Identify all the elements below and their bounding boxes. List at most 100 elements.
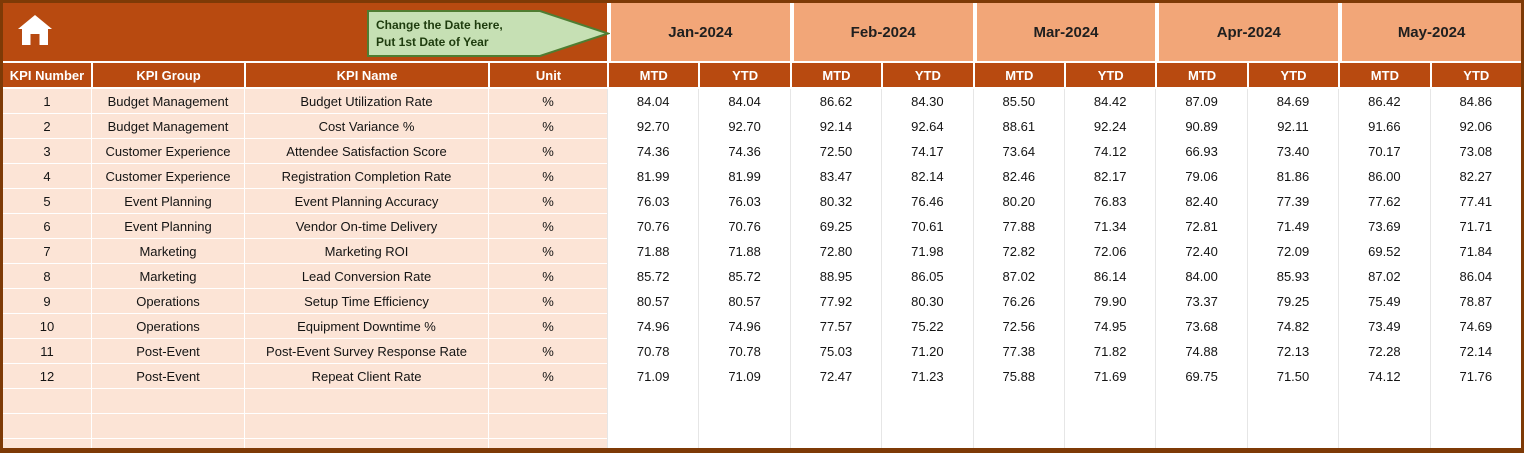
ytd-value-cell[interactable]: 74.17	[881, 139, 973, 164]
mtd-value-cell[interactable]: 75.03	[789, 339, 882, 364]
kpi-group-cell[interactable]: Post-Event	[91, 339, 244, 364]
ytd-value-cell[interactable]: 73.08	[1429, 139, 1521, 164]
mtd-value-cell[interactable]	[1338, 439, 1430, 448]
mtd-value-cell[interactable]: 69.75	[1155, 364, 1247, 389]
kpi-number-cell[interactable]: 4	[3, 164, 91, 189]
kpi-number-cell[interactable]: 1	[3, 89, 91, 114]
mtd-value-cell[interactable]: 73.37	[1155, 289, 1247, 314]
ytd-value-cell[interactable]: 71.71	[1429, 214, 1521, 239]
ytd-value-cell[interactable]: 72.14	[1429, 339, 1521, 364]
kpi-group-cell[interactable]: Event Planning	[91, 214, 244, 239]
mtd-value-cell[interactable]	[607, 439, 699, 448]
mtd-value-cell[interactable]: 91.66	[1338, 114, 1430, 139]
mtd-value-cell[interactable]: 77.62	[1338, 189, 1430, 214]
kpi-group-cell[interactable]: Budget Management	[91, 89, 244, 114]
ytd-value-cell[interactable]: 72.09	[1246, 239, 1339, 264]
unit-cell[interactable]	[488, 414, 607, 439]
unit-cell[interactable]: %	[488, 364, 607, 389]
unit-cell[interactable]: %	[488, 139, 607, 164]
ytd-value-cell[interactable]: 75.22	[881, 314, 973, 339]
unit-cell[interactable]: %	[488, 164, 607, 189]
mtd-value-cell[interactable]: 86.00	[1338, 164, 1430, 189]
kpi-group-cell[interactable]: Operations	[91, 314, 244, 339]
kpi-group-cell[interactable]	[91, 414, 244, 439]
ytd-value-cell[interactable]	[1246, 439, 1339, 448]
mtd-value-cell[interactable]: 92.14	[789, 114, 882, 139]
mtd-value-cell[interactable]: 80.20	[972, 189, 1064, 214]
mtd-value-cell[interactable]: 81.99	[607, 164, 699, 189]
kpi-name-cell[interactable]: Marketing ROI	[244, 239, 488, 264]
kpi-number-cell[interactable]	[3, 439, 91, 448]
kpi-group-cell[interactable]: Operations	[91, 289, 244, 314]
unit-cell[interactable]: %	[488, 264, 607, 289]
ytd-value-cell[interactable]: 74.12	[1064, 139, 1156, 164]
ytd-value-cell[interactable]	[1064, 389, 1156, 414]
mtd-value-cell[interactable]: 72.81	[1155, 214, 1247, 239]
ytd-value-cell[interactable]	[1429, 439, 1521, 448]
mtd-value-cell[interactable]: 72.47	[789, 364, 882, 389]
ytd-value-cell[interactable]: 70.76	[698, 214, 790, 239]
mtd-value-cell[interactable]: 77.92	[789, 289, 882, 314]
mtd-value-cell[interactable]: 74.36	[607, 139, 699, 164]
mtd-value-cell[interactable]: 71.09	[607, 364, 699, 389]
mtd-value-cell[interactable]	[1338, 414, 1430, 439]
kpi-number-cell[interactable]: 12	[3, 364, 91, 389]
mtd-value-cell[interactable]	[1155, 414, 1247, 439]
ytd-value-cell[interactable]: 82.14	[881, 164, 973, 189]
ytd-value-cell[interactable]: 71.82	[1064, 339, 1156, 364]
kpi-name-cell[interactable]: Vendor On-time Delivery	[244, 214, 488, 239]
ytd-value-cell[interactable]: 78.87	[1429, 289, 1521, 314]
mtd-value-cell[interactable]: 69.52	[1338, 239, 1430, 264]
ytd-value-cell[interactable]	[881, 414, 973, 439]
month-header-mar[interactable]: Mar-2024	[972, 3, 1156, 61]
kpi-number-cell[interactable]: 2	[3, 114, 91, 139]
ytd-value-cell[interactable]: 92.70	[698, 114, 790, 139]
ytd-value-cell[interactable]: 71.98	[881, 239, 973, 264]
mtd-value-cell[interactable]: 76.03	[607, 189, 699, 214]
ytd-value-cell[interactable]: 92.06	[1429, 114, 1521, 139]
mtd-value-cell[interactable]	[789, 414, 882, 439]
mtd-value-cell[interactable]	[789, 439, 882, 448]
ytd-value-cell[interactable]: 71.20	[881, 339, 973, 364]
kpi-name-cell[interactable]: Setup Time Efficiency	[244, 289, 488, 314]
kpi-name-cell[interactable]: Lead Conversion Rate	[244, 264, 488, 289]
kpi-number-cell[interactable]: 10	[3, 314, 91, 339]
ytd-value-cell[interactable]: 73.40	[1246, 139, 1339, 164]
ytd-value-cell[interactable]: 81.86	[1246, 164, 1339, 189]
mtd-value-cell[interactable]: 72.50	[789, 139, 882, 164]
ytd-value-cell[interactable]	[1064, 439, 1156, 448]
mtd-value-cell[interactable]: 82.46	[972, 164, 1064, 189]
ytd-value-cell[interactable]: 71.23	[881, 364, 973, 389]
kpi-group-cell[interactable]: Marketing	[91, 239, 244, 264]
ytd-value-cell[interactable]: 74.36	[698, 139, 790, 164]
mtd-value-cell[interactable]: 73.64	[972, 139, 1064, 164]
ytd-value-cell[interactable]: 71.49	[1246, 214, 1339, 239]
month-header-may[interactable]: May-2024	[1338, 3, 1521, 61]
mtd-value-cell[interactable]: 88.95	[789, 264, 882, 289]
unit-cell[interactable]: %	[488, 289, 607, 314]
ytd-value-cell[interactable]	[1429, 389, 1521, 414]
ytd-value-cell[interactable]: 84.86	[1429, 89, 1521, 114]
ytd-value-cell[interactable]: 71.84	[1429, 239, 1521, 264]
mtd-value-cell[interactable]	[972, 414, 1064, 439]
unit-cell[interactable]: %	[488, 214, 607, 239]
kpi-number-cell[interactable]: 5	[3, 189, 91, 214]
mtd-value-cell[interactable]: 77.88	[972, 214, 1064, 239]
mtd-value-cell[interactable]	[972, 439, 1064, 448]
mtd-value-cell[interactable]: 66.93	[1155, 139, 1247, 164]
ytd-value-cell[interactable]: 81.99	[698, 164, 790, 189]
unit-cell[interactable]: %	[488, 339, 607, 364]
mtd-value-cell[interactable]: 77.57	[789, 314, 882, 339]
mtd-value-cell[interactable]: 80.57	[607, 289, 699, 314]
home-button[interactable]	[15, 11, 55, 51]
ytd-value-cell[interactable]	[698, 439, 790, 448]
kpi-number-cell[interactable]	[3, 414, 91, 439]
mtd-value-cell[interactable]: 75.49	[1338, 289, 1430, 314]
kpi-group-cell[interactable]	[91, 389, 244, 414]
mtd-value-cell[interactable]	[607, 414, 699, 439]
kpi-group-cell[interactable]: Post-Event	[91, 364, 244, 389]
ytd-value-cell[interactable]: 84.30	[881, 89, 973, 114]
mtd-value-cell[interactable]: 70.78	[607, 339, 699, 364]
month-header-feb[interactable]: Feb-2024	[789, 3, 973, 61]
mtd-value-cell[interactable]: 87.02	[972, 264, 1064, 289]
